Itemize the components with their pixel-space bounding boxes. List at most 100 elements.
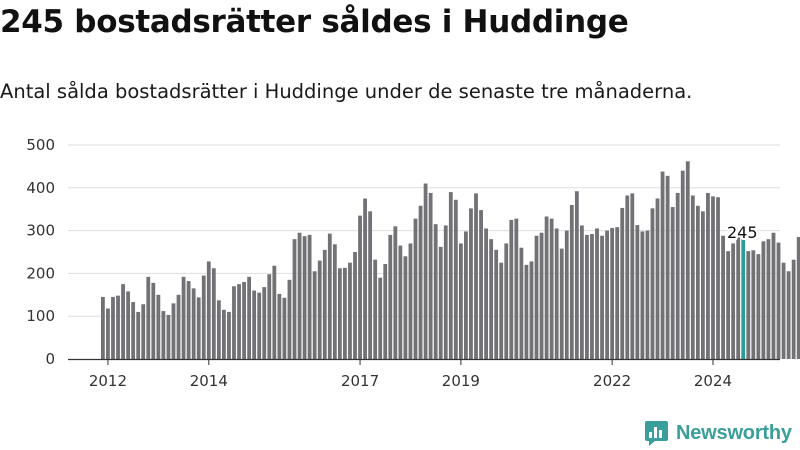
bar [378, 277, 383, 359]
bar [484, 228, 488, 359]
bar [191, 288, 196, 359]
bar [670, 207, 675, 359]
bar [776, 242, 781, 359]
chart-title: 245 bostadsrätter såldes i Huddinge [0, 4, 629, 40]
bar [242, 281, 246, 359]
bars [101, 161, 800, 359]
bar [625, 195, 630, 359]
bar [731, 243, 736, 359]
bar [388, 234, 393, 359]
bar [358, 215, 362, 359]
bar [453, 199, 458, 359]
bar [216, 300, 221, 359]
bar [706, 192, 710, 359]
newsworthy-logo[interactable]: Newsworthy [644, 420, 792, 446]
bar [615, 227, 620, 359]
bar [645, 230, 650, 359]
bar [317, 260, 322, 359]
bar [660, 171, 665, 359]
bar [176, 294, 181, 359]
bar [585, 234, 589, 359]
bar [332, 244, 337, 359]
x-axis: 2012 2014 2017 2019 2022 2024 [68, 358, 780, 390]
bar [504, 243, 509, 359]
bar [156, 294, 161, 359]
bar [111, 296, 115, 359]
bar [232, 286, 236, 359]
bar [277, 293, 282, 359]
y-axis-ticks: 0 100 200 300 400 500 [26, 136, 55, 368]
bar [166, 314, 171, 359]
highlight-value-label: 245 [727, 223, 758, 242]
bar [348, 262, 352, 359]
bar [121, 284, 125, 359]
bar [302, 236, 307, 359]
x-tick-label: 2012 [89, 372, 127, 390]
bar [418, 205, 423, 359]
bar [181, 276, 186, 359]
bar [161, 311, 166, 359]
bar [650, 208, 655, 359]
y-tick-label: 200 [26, 264, 55, 282]
bar [433, 224, 438, 359]
bar [126, 291, 131, 359]
bar [499, 262, 504, 359]
bar [146, 276, 151, 359]
x-tick-label: 2019 [442, 372, 480, 390]
bar [675, 192, 680, 359]
bar [136, 311, 141, 359]
bar [383, 263, 388, 359]
bar [781, 262, 786, 359]
bar [222, 309, 226, 359]
bar [322, 249, 327, 359]
bar [479, 210, 483, 359]
bar [474, 193, 478, 359]
y-tick-label: 300 [26, 222, 55, 240]
bar [791, 259, 796, 359]
bar [247, 276, 252, 359]
bar [701, 211, 705, 359]
bar [665, 175, 670, 359]
highlight-callout: 245 [725, 221, 760, 244]
bar [363, 198, 367, 359]
bar [529, 261, 534, 359]
bar [393, 226, 398, 359]
bar-highlight [741, 232, 746, 359]
bar [413, 218, 418, 359]
bar [428, 192, 433, 359]
chart-subtitle: Antal sålda bostadsrätter i Huddinge und… [0, 80, 693, 103]
newsworthy-logo-icon [645, 421, 668, 446]
bar [655, 198, 660, 359]
x-tick-label: 2014 [190, 372, 228, 390]
x-tick-label: 2024 [694, 372, 732, 390]
bar [458, 243, 463, 359]
bar [600, 235, 604, 359]
bar [272, 265, 277, 359]
bar [509, 219, 514, 359]
bar [171, 303, 176, 359]
bar [312, 271, 317, 359]
bar [443, 225, 448, 359]
bar [237, 284, 241, 359]
bar [116, 295, 120, 359]
bar [721, 235, 725, 359]
bar [549, 218, 554, 359]
bar [489, 239, 494, 359]
bar [448, 192, 453, 359]
bar [287, 279, 292, 359]
bar [196, 297, 201, 359]
bar [559, 248, 564, 359]
bar [746, 251, 751, 359]
bar [544, 216, 549, 359]
bar [771, 232, 776, 359]
bar [630, 193, 635, 359]
bar [761, 241, 766, 359]
bar [554, 228, 559, 359]
bar [534, 235, 539, 359]
bar [307, 234, 312, 359]
bar [211, 268, 216, 359]
bar [469, 208, 473, 359]
bar [564, 230, 569, 359]
bar [766, 239, 771, 359]
